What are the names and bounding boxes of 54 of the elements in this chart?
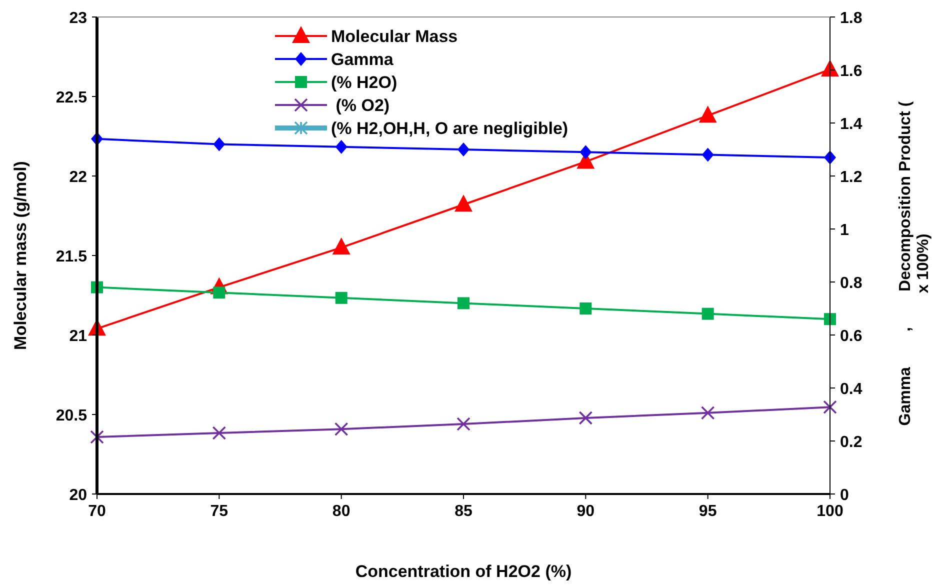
point <box>578 411 593 425</box>
legend-label: Gamma <box>331 50 394 69</box>
y2-tick-label: 0.8 <box>840 275 862 292</box>
point <box>458 297 470 310</box>
point <box>824 313 836 326</box>
y-tick-label: 22 <box>69 169 88 186</box>
y-tick-label: 23 <box>69 10 88 27</box>
point <box>456 417 470 431</box>
point <box>213 137 226 152</box>
y-tick-label: 20 <box>69 487 88 504</box>
y2-tick-label: 0 <box>840 487 849 504</box>
y-tick-label: 22.5 <box>56 90 88 106</box>
point <box>213 286 226 299</box>
point <box>698 106 717 123</box>
legend-label: Molecular Mass <box>331 27 458 46</box>
y2-tick-label: 1.2 <box>840 169 862 186</box>
y2-tick-label: 0.2 <box>840 434 862 451</box>
point <box>334 422 348 436</box>
y2-tick-label: 1 <box>840 222 849 239</box>
legend-label: (% O2) <box>331 96 390 115</box>
y-axis-title: Molecular mass (g/mol) <box>11 161 30 350</box>
point <box>454 194 472 212</box>
point <box>335 292 348 304</box>
point <box>823 400 837 414</box>
point <box>580 145 592 160</box>
point <box>458 142 470 156</box>
x-tick-label: 75 <box>210 503 228 520</box>
legend-label: (% H2O) <box>331 73 398 92</box>
x-tick-label: 100 <box>816 503 844 520</box>
point <box>212 426 226 440</box>
point <box>332 238 350 255</box>
point <box>702 308 714 320</box>
point <box>702 148 714 162</box>
y-tick-label: 20.5 <box>56 408 88 424</box>
legend-label: (% H2,OH,H, O are negligible) <box>331 119 568 138</box>
x-axis-title: Concentration of H2O2 (%) <box>355 562 572 581</box>
x-tick-label: 85 <box>454 503 472 520</box>
y2-tick-label: 1.6 <box>840 63 862 80</box>
x-tick-label: 70 <box>88 503 106 520</box>
point <box>90 430 104 444</box>
point <box>700 406 715 420</box>
y-tick-label: 21.5 <box>56 248 88 266</box>
y-tick-label: 21 <box>69 328 88 345</box>
point <box>580 302 592 314</box>
x-tick-label: 90 <box>576 503 595 520</box>
x-tick-label: 95 <box>698 503 717 520</box>
y2-axis-title: Gamma , Decomposition Product ( x 100%) <box>897 100 932 426</box>
y2-tick-label: 0.6 <box>840 328 862 345</box>
y2-tick-label: 0.4 <box>840 381 862 398</box>
y2-tick-label: 1.4 <box>840 116 862 133</box>
point <box>821 59 839 76</box>
y2-tick-label: 1.8 <box>840 10 862 27</box>
x-tick-label: 80 <box>332 503 350 520</box>
point <box>335 140 348 154</box>
